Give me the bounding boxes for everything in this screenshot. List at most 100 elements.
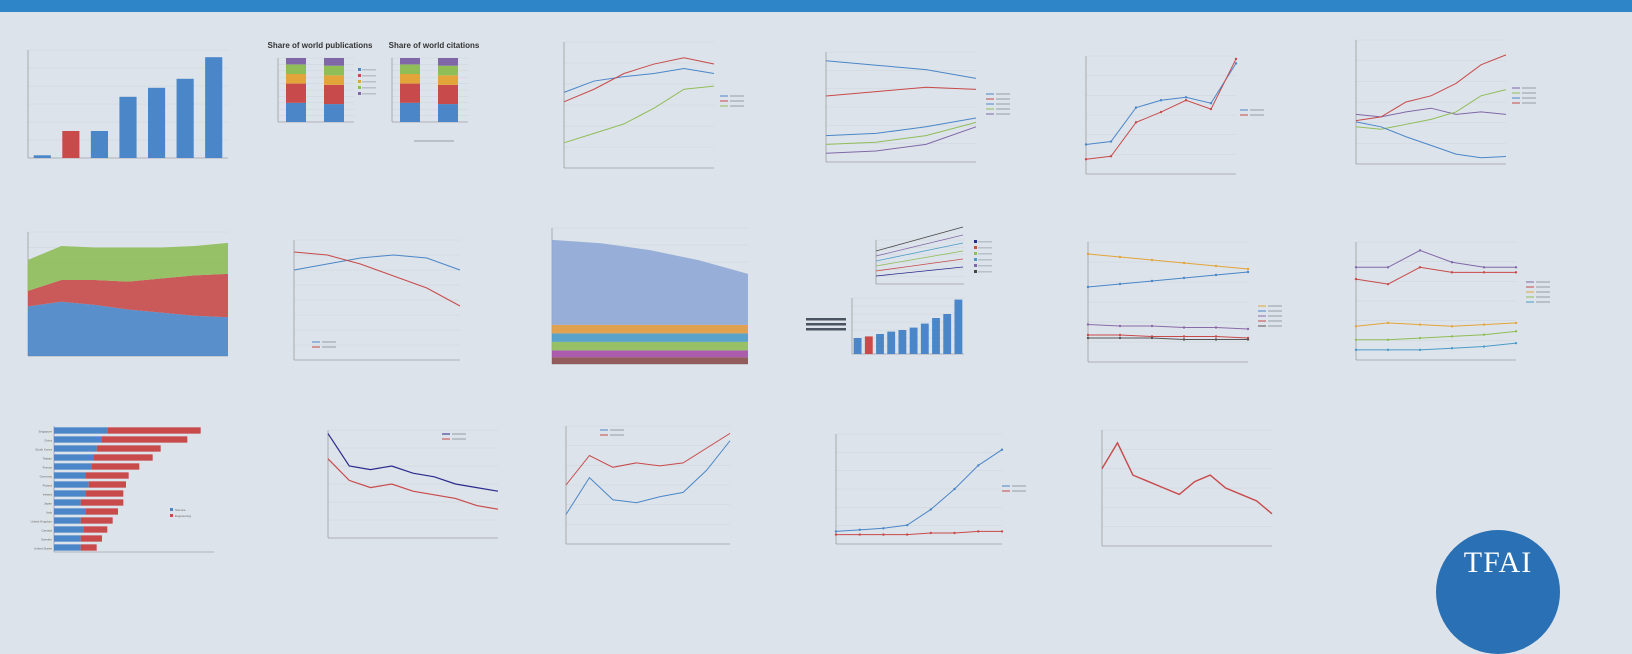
data-point [1246,267,1250,271]
legend-swatch [170,508,173,511]
stack-segment [400,102,420,122]
legend-entry [1536,291,1550,293]
hbar-segment [86,508,118,515]
series-line-3 [1355,121,1507,159]
data-point [1086,333,1090,337]
legend-swatch [170,514,173,517]
source-note [414,140,454,142]
data-point [1482,345,1486,348]
data-point [953,531,956,535]
legend-entry [996,113,1010,115]
series-line-1 [1101,441,1273,515]
data-point [834,530,838,533]
bar-3 [90,131,108,158]
data-point [1159,110,1163,114]
data-point [905,523,909,527]
bar-10 [954,299,963,354]
data-point [1182,338,1186,341]
data-point [1214,273,1218,277]
hbar-segment [80,535,102,542]
data-point [1209,107,1213,111]
hbar-segment [96,445,161,452]
legend-swatch [974,240,977,243]
series-line-2 [836,530,1002,536]
stack-segment [286,83,306,103]
series-line-2 [825,86,977,97]
category-label: South Korea [35,447,52,451]
legend-entry [452,433,466,435]
legend-swatch [974,246,977,249]
category-label: Japan [44,501,53,505]
tfai-logo: TFAI [1436,530,1560,654]
data-point [1084,143,1088,146]
chart-5-marker-lines [1068,48,1276,188]
data-point [1150,336,1154,340]
legend-entry [362,87,376,89]
data-point [929,531,933,535]
bar-6 [176,78,194,158]
chart-11-flat-lines [1072,236,1288,380]
data-point [1118,333,1122,337]
data-point [882,533,885,536]
data-point [834,533,838,536]
data-point [1150,324,1154,328]
data-point [929,508,933,511]
legend-swatch [974,258,977,261]
legend-entry [996,98,1010,100]
inset-line [875,258,964,272]
series-line-2 [1087,271,1249,288]
caption-line [806,318,846,321]
data-point [1134,121,1138,124]
data-point [1514,266,1518,269]
legend-entry [362,93,376,95]
legend-swatch [358,86,361,89]
chart-17-single-line [1088,426,1294,568]
caption-line [806,328,846,331]
bar-9 [943,314,952,354]
legend-entry [1268,305,1282,307]
hbar-segment [54,508,86,515]
legend-entry [1522,102,1536,104]
data-point [1354,266,1358,269]
data-point [1386,348,1390,352]
hbar-segment [83,526,108,533]
data-point [1418,323,1422,326]
chart-1-ratio-bars [14,42,234,182]
data-point [1159,99,1163,102]
legend-swatch [358,68,361,71]
series-line-3 [1355,322,1517,327]
hbar-segment [88,481,126,488]
hbar-segment [54,535,81,542]
stack-segment [324,75,344,85]
area-band-3 [552,341,748,351]
series-line-2 [327,458,499,510]
legend-entry [730,100,744,102]
bar-1 [33,155,51,158]
data-point [1234,62,1238,65]
data-point [1134,106,1138,109]
data-point [1418,266,1422,269]
hbar-segment [107,427,201,434]
series-line-1 [565,432,731,486]
data-point [1482,333,1486,336]
series-line-3 [825,117,977,137]
legend-entry [730,95,744,97]
category-label: Sweden [41,537,52,541]
hbar-segment [102,436,188,443]
series-line-1 [563,67,715,93]
category-label: Ireland [43,492,53,496]
bar-5 [898,330,907,354]
legend-entry [1250,114,1264,116]
caption-line [806,323,846,326]
data-point [1182,276,1186,280]
data-point [953,487,956,491]
data-point [1184,99,1188,102]
hbar-segment [54,454,94,461]
series-line-4 [1355,54,1507,122]
chart-15-dual-axis-lines [550,420,754,570]
legend-entry [978,265,992,267]
hbar-segment [54,481,89,488]
legend-entry [978,247,992,249]
data-point [1084,158,1088,161]
data-point [1386,321,1390,325]
